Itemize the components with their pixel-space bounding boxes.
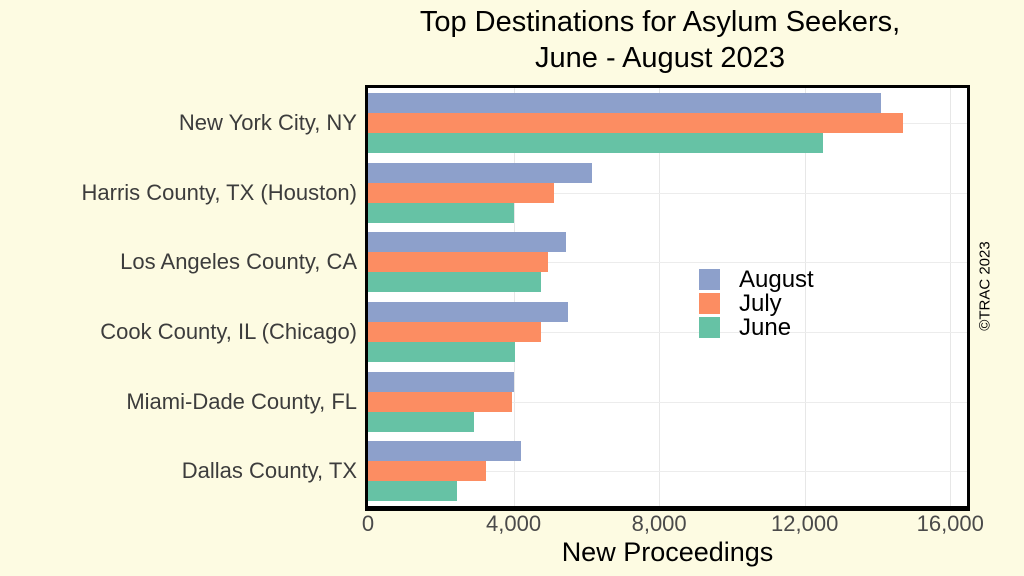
legend-item-june: June (699, 314, 814, 341)
gridline-x-8000 (659, 88, 661, 506)
legend-swatch-july (699, 293, 720, 314)
x-tick-label: 8,000 (631, 511, 687, 536)
bar-june (368, 411, 474, 432)
bar-july (368, 461, 487, 482)
bar-august (368, 232, 567, 253)
bar-june (368, 132, 823, 153)
y-label: Miami-Dade County, FL (126, 388, 357, 414)
chart-title-line-2: June - August 2023 (535, 42, 785, 74)
legend-item-august: August (699, 266, 814, 293)
bar-july (368, 112, 903, 133)
bar-june (368, 341, 516, 362)
y-label: New York City, NY (178, 109, 357, 135)
gridline-x-16000 (950, 88, 952, 506)
bar-august (368, 92, 882, 113)
plot-panel: August July June (365, 85, 970, 511)
gridline-x-4000 (513, 88, 515, 506)
legend-label-june: June (739, 314, 792, 341)
legend-label-july: July (739, 290, 782, 317)
bar-july (368, 182, 554, 203)
legend-label-august: August (739, 266, 814, 293)
bar-august (368, 371, 514, 392)
y-label: Cook County, IL (Chicago) (100, 318, 357, 344)
chart-title: Top Destinations for Asylum Seekers, Jun… (340, 4, 980, 76)
legend-swatch-june (699, 317, 720, 338)
legend-item-july: July (699, 290, 814, 317)
bar-june (368, 481, 458, 502)
y-label: Harris County, TX (Houston) (81, 179, 358, 205)
y-label: Los Angeles County, CA (120, 249, 357, 275)
bar-august (368, 301, 569, 322)
x-tick-label: 0 (361, 511, 375, 536)
watermark-trac: ©TRAC 2023 (976, 241, 994, 331)
bar-june (368, 272, 541, 293)
gridline-y-category (368, 401, 967, 403)
gridline-y-category (368, 331, 967, 333)
y-axis-labels: New York City, NY Harris County, TX (Hous… (0, 0, 358, 576)
legend: August July June (699, 266, 814, 341)
gridline-x-12000 (804, 88, 806, 506)
bar-july (368, 321, 541, 342)
gridline-y-category (368, 262, 967, 264)
x-tick-label: 16,000 (916, 511, 984, 536)
y-label: Dallas County, TX (181, 458, 357, 484)
chart-title-line-1: Top Destinations for Asylum Seekers, (419, 6, 901, 38)
gridline-y-category (368, 471, 967, 473)
x-tick-label: 12,000 (771, 511, 839, 536)
bar-july (368, 252, 549, 273)
x-axis-title: New Proceedings (561, 537, 774, 567)
x-tick-label: 4,000 (486, 511, 542, 536)
gridline-y-category (368, 192, 967, 194)
legend-swatch-august (699, 269, 720, 290)
bar-august (368, 162, 592, 183)
bar-june (368, 202, 514, 223)
bar-august (368, 441, 521, 462)
bar-july (368, 391, 512, 412)
